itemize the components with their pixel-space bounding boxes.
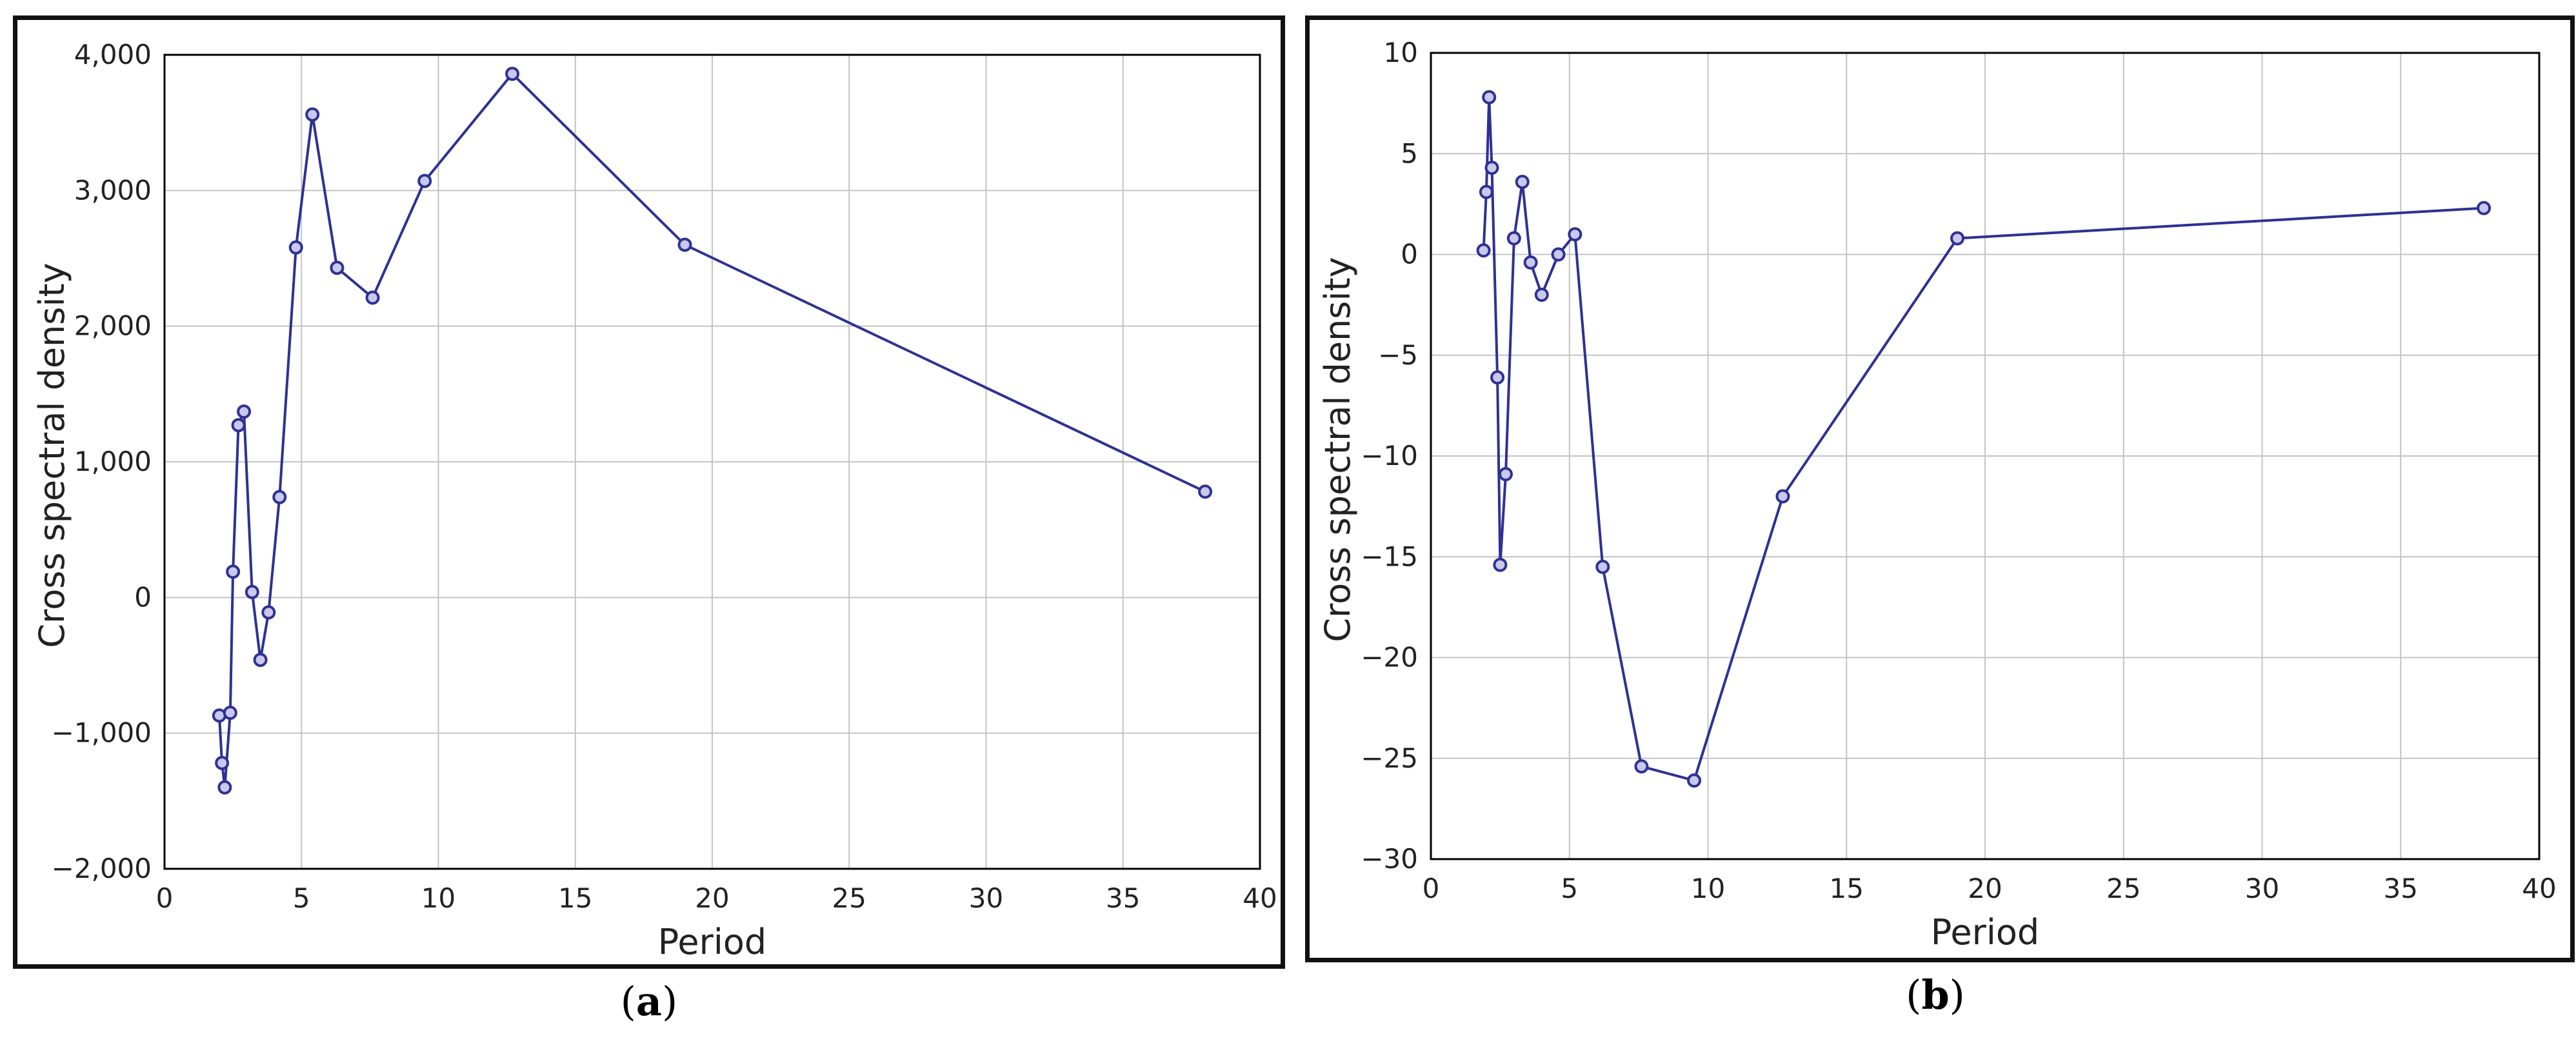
chart-a-data-point [223, 706, 237, 720]
chart-b-plot-frame [1430, 52, 2541, 860]
chart-a-x-tick-label: 30 [969, 882, 1003, 914]
chart-b-x-tick-label: 35 [2384, 873, 2418, 904]
chart-b-data-point [1634, 759, 1649, 774]
chart-a-data-point [305, 107, 320, 122]
chart-b-data-point [1551, 247, 1566, 262]
chart-b-y-axis-label: Cross spectral density [1317, 257, 1358, 642]
chart-a-data-point [505, 66, 520, 81]
chart-a-data-point [677, 237, 692, 252]
chart-b-data-point [1515, 175, 1530, 189]
chart-b-data-point [1775, 489, 1790, 504]
chart-a-data-point [365, 290, 380, 305]
chart-b-data-point [1523, 255, 1538, 270]
chart-b-data-point [1482, 90, 1497, 104]
chart-b-data-point [1476, 243, 1491, 258]
chart-b-data-point [1484, 161, 1499, 175]
chart-b-data-point [1479, 184, 1493, 199]
chart-a-y-tick-label: −2,000 [52, 853, 152, 884]
chart-panel-b: 0 5 10 15 20 25 30 35 40 −30 −25 −20 −15 −10 −5 0 5 10 Per… [1305, 15, 2575, 962]
chart-a-x-tick-label: 15 [558, 882, 592, 914]
chart-a-data-point [253, 653, 268, 668]
chart-b-x-tick-label: 5 [1561, 873, 1578, 904]
chart-a-x-tick-label: 10 [421, 882, 455, 914]
chart-panel-a: 0 5 10 15 20 25 30 35 40 −2,000 −1,000 0 1,000 2,000 3… [13, 15, 1285, 969]
chart-a-y-tick-label: 0 [134, 581, 152, 613]
chart-a-y-tick-label: 1,000 [74, 446, 152, 477]
chart-b-y-tick-label: −25 [1361, 742, 1418, 774]
chart-a-y-tick-label: −1,000 [52, 717, 152, 749]
chart-b-y-tick-label: −10 [1361, 440, 1418, 471]
chart-b-y-tick-label: 0 [1401, 239, 1418, 270]
chart-a-data-point [272, 490, 287, 504]
chart-b-data-point [1950, 231, 1965, 246]
chart-b-x-axis-label: Period [1931, 912, 2039, 953]
chart-a-x-tick-label: 40 [1243, 882, 1277, 914]
chart-b-y-tick-label: −30 [1361, 843, 1418, 875]
chart-a-data-point [226, 564, 241, 579]
chart-a-svg: 0 5 10 15 20 25 30 35 40 −2,000 −1,000 0 1,000 2,000 3… [32, 39, 1277, 962]
chart-a-data-point [417, 174, 432, 188]
chart-b-x-tick-label: 10 [1691, 873, 1725, 904]
chart-b-data-point [1506, 231, 1521, 246]
chart-a-data-point [1198, 484, 1213, 499]
chart-a-data-point [288, 240, 303, 255]
chart-b-y-tick-label: −20 [1361, 642, 1418, 673]
chart-b-x-tick-label: 20 [1968, 873, 2002, 904]
chart-b-data-point [1568, 227, 1583, 242]
chart-b-y-tick-label: 5 [1401, 137, 1418, 169]
chart-a-x-tick-label: 0 [156, 882, 174, 914]
chart-a-x-tick-label: 20 [695, 882, 729, 914]
chart-a-data-point [330, 261, 344, 275]
chart-a-data-point [217, 780, 232, 795]
chart-b-data-point [1490, 370, 1505, 385]
chart-a-data-point [261, 605, 276, 620]
caption-a: (a) [620, 978, 678, 1025]
chart-a-y-tick-label: 3,000 [74, 174, 152, 206]
chart-a-plot-frame [163, 54, 1261, 870]
chart-b-x-tick-label: 0 [1423, 873, 1440, 904]
chart-b-data-point [1534, 288, 1549, 302]
chart-b-data-point [1498, 467, 1513, 482]
chart-a-x-tick-label: 35 [1106, 882, 1140, 914]
chart-b-x-tick-label: 40 [2522, 873, 2556, 904]
caption-b: (b) [1906, 971, 1965, 1018]
chart-b-data-point [2477, 201, 2491, 215]
chart-b-x-tick-label: 15 [1830, 873, 1864, 904]
chart-a-data-point [231, 418, 246, 433]
chart-a-x-axis-label: Period [658, 922, 766, 962]
chart-b-y-tick-label: 10 [1384, 37, 1418, 68]
chart-a-y-tick-label: 2,000 [74, 310, 152, 342]
chart-b-x-tick-label: 30 [2245, 873, 2279, 904]
chart-b-data-point [1493, 557, 1508, 572]
chart-a-data-point [215, 755, 230, 770]
chart-a-y-axis-label: Cross spectral density [32, 263, 72, 648]
chart-a-x-tick-label: 25 [832, 882, 866, 914]
chart-b-svg: 0 5 10 15 20 25 30 35 40 −30 −25 −20 −15 −10 −5 0 5 10 Per… [1317, 37, 2557, 953]
chart-b-y-tick-label: −15 [1361, 540, 1418, 572]
chart-b-series-line [1482, 95, 2484, 782]
chart-a-y-tick-label: 4,000 [74, 39, 152, 70]
chart-a-data-point [237, 404, 252, 419]
chart-b-data-point [1595, 559, 1610, 574]
chart-a-data-point [245, 584, 259, 599]
chart-b-data-point [1687, 773, 1702, 788]
chart-a-x-tick-label: 5 [293, 882, 310, 914]
chart-b-y-tick-label: −5 [1378, 339, 1418, 371]
chart-b-x-tick-label: 25 [2106, 873, 2141, 904]
